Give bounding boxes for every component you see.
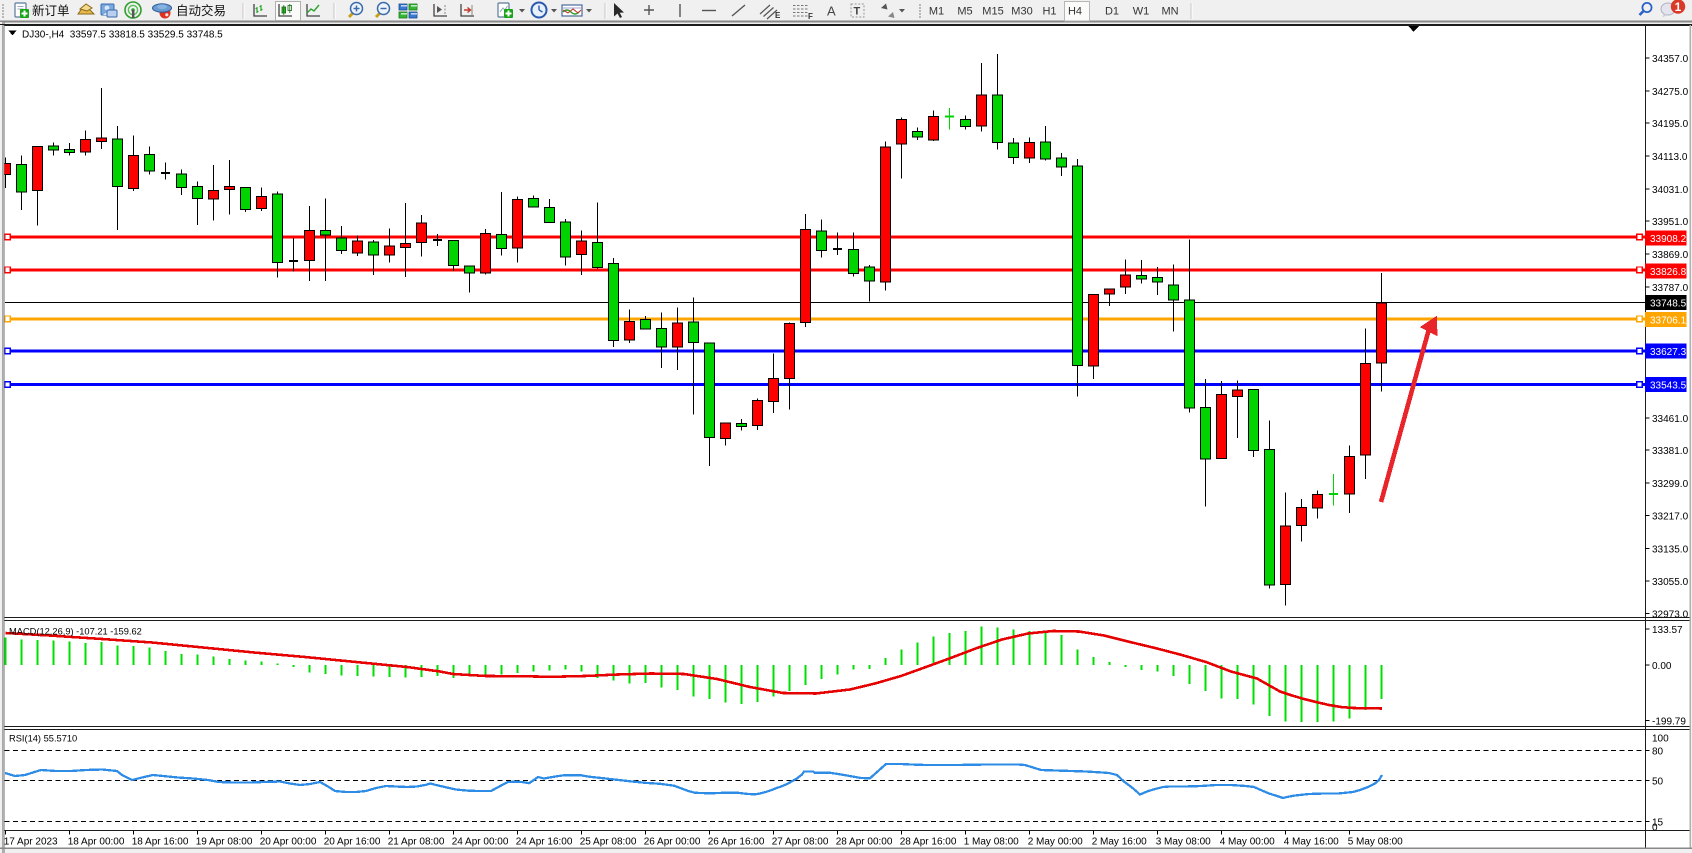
svg-text:MACD(12,26,9) -107.21 -159.62: MACD(12,26,9) -107.21 -159.62 <box>9 627 142 637</box>
svg-text:M1: M1 <box>929 6 944 18</box>
svg-text:1: 1 <box>1675 0 1682 14</box>
svg-text:2 May 16:00: 2 May 16:00 <box>1092 837 1147 848</box>
svg-text:80: 80 <box>1652 747 1664 758</box>
svg-text:21 Apr 08:00: 21 Apr 08:00 <box>388 837 445 848</box>
svg-text:26 Apr 16:00: 26 Apr 16:00 <box>708 837 765 848</box>
svg-text:RSI(14) 55.5710: RSI(14) 55.5710 <box>9 734 77 744</box>
svg-text:33461.0: 33461.0 <box>1652 414 1689 425</box>
svg-text:33826.8: 33826.8 <box>1650 267 1687 278</box>
svg-text:5 May 08:00: 5 May 08:00 <box>1348 837 1403 848</box>
svg-text:20 Apr 16:00: 20 Apr 16:00 <box>324 837 381 848</box>
svg-text:19 Apr 08:00: 19 Apr 08:00 <box>196 837 253 848</box>
svg-text:18 Apr 00:00: 18 Apr 00:00 <box>68 837 125 848</box>
svg-text:100: 100 <box>1652 734 1669 745</box>
svg-text:20 Apr 00:00: 20 Apr 00:00 <box>260 837 317 848</box>
svg-text:50: 50 <box>1652 777 1664 788</box>
svg-text:32973.0: 32973.0 <box>1652 610 1689 621</box>
svg-text:33217.0: 33217.0 <box>1652 512 1689 523</box>
svg-text:33706.1: 33706.1 <box>1650 315 1687 326</box>
svg-text:0: 0 <box>1652 823 1658 834</box>
svg-text:M5: M5 <box>957 6 972 18</box>
svg-text:34357.0: 34357.0 <box>1652 54 1689 65</box>
svg-text:DJ30-,H4 33597.5 33818.5 3352: DJ30-,H4 33597.5 33818.5 33529.5 33748.5 <box>22 30 223 41</box>
svg-text:4 May 00:00: 4 May 00:00 <box>1220 837 1275 848</box>
svg-text:33869.0: 33869.0 <box>1652 250 1689 261</box>
svg-text:24 Apr 00:00: 24 Apr 00:00 <box>452 837 509 848</box>
svg-text:33908.2: 33908.2 <box>1650 234 1687 245</box>
svg-text:34113.0: 34113.0 <box>1652 152 1688 163</box>
svg-text:33055.0: 33055.0 <box>1652 577 1689 588</box>
svg-text:17 Apr 2023: 17 Apr 2023 <box>4 837 58 848</box>
svg-text:自动交易: 自动交易 <box>176 3 226 18</box>
svg-text:33787.0: 33787.0 <box>1652 283 1689 294</box>
svg-text:33951.0: 33951.0 <box>1652 217 1689 228</box>
svg-text:133.57: 133.57 <box>1652 625 1683 636</box>
svg-text:15: 15 <box>1652 818 1664 829</box>
svg-text:M15: M15 <box>982 6 1003 18</box>
svg-text:34031.0: 34031.0 <box>1652 185 1689 196</box>
svg-text:M30: M30 <box>1011 6 1032 18</box>
svg-text:2 May 00:00: 2 May 00:00 <box>1028 837 1083 848</box>
svg-text:H4: H4 <box>1068 6 1082 18</box>
svg-text:1 May 08:00: 1 May 08:00 <box>964 837 1019 848</box>
svg-text:33627.3: 33627.3 <box>1650 347 1687 358</box>
svg-text:H1: H1 <box>1042 6 1056 18</box>
svg-text:MN: MN <box>1161 6 1178 18</box>
svg-text:4 May 16:00: 4 May 16:00 <box>1284 837 1339 848</box>
svg-text:T: T <box>854 6 861 18</box>
svg-text:0.00: 0.00 <box>1652 661 1672 672</box>
svg-text:33543.5: 33543.5 <box>1650 380 1687 391</box>
svg-text:28 Apr 00:00: 28 Apr 00:00 <box>836 837 893 848</box>
svg-text:A: A <box>827 4 836 19</box>
svg-text:27 Apr 08:00: 27 Apr 08:00 <box>772 837 829 848</box>
svg-text:D1: D1 <box>1105 6 1119 18</box>
svg-text:25 Apr 08:00: 25 Apr 08:00 <box>580 837 637 848</box>
svg-text:新订单: 新订单 <box>32 3 70 18</box>
svg-text:34275.0: 34275.0 <box>1652 87 1689 98</box>
svg-text:34195.0: 34195.0 <box>1652 119 1689 130</box>
svg-text:33299.0: 33299.0 <box>1652 479 1689 490</box>
svg-text:18 Apr 16:00: 18 Apr 16:00 <box>132 837 189 848</box>
svg-text:33381.0: 33381.0 <box>1652 446 1689 457</box>
svg-text:24 Apr 16:00: 24 Apr 16:00 <box>516 837 573 848</box>
svg-text:33748.5: 33748.5 <box>1650 298 1687 309</box>
svg-text:28 Apr 16:00: 28 Apr 16:00 <box>900 837 957 848</box>
svg-text:F: F <box>808 12 813 21</box>
svg-text:E: E <box>775 11 781 20</box>
svg-text:3 May 08:00: 3 May 08:00 <box>1156 837 1211 848</box>
svg-text:33135.0: 33135.0 <box>1652 545 1689 556</box>
svg-text:W1: W1 <box>1133 6 1150 18</box>
svg-text:-199.79: -199.79 <box>1652 717 1686 728</box>
svg-text:26 Apr 00:00: 26 Apr 00:00 <box>644 837 701 848</box>
